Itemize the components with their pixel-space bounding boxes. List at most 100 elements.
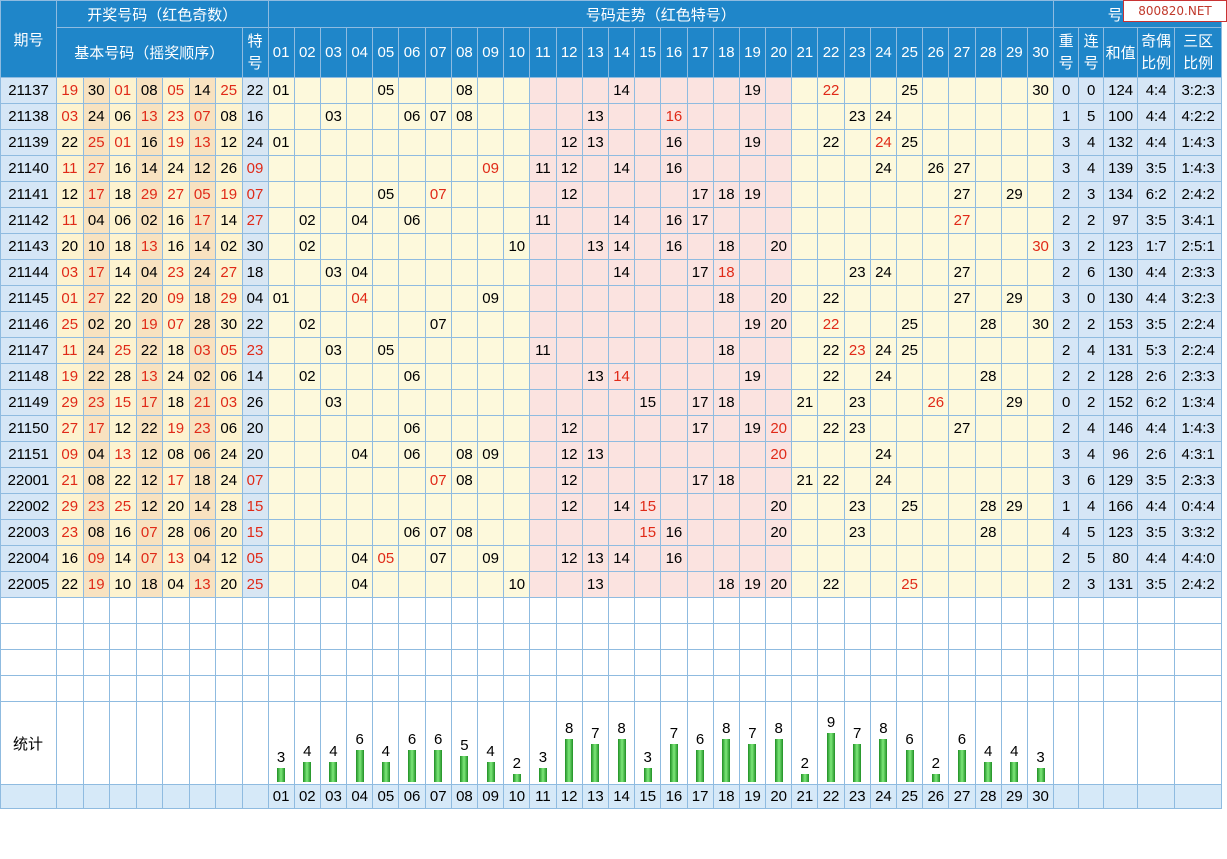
issue-cell: 21139 [0,129,57,156]
blank-cell [765,649,793,676]
trend-cell [581,467,609,494]
basic-number-cell: 29 [56,493,84,520]
trend-cell [503,519,531,546]
trend-col-header: 06 [398,27,426,78]
odd-even-header-line-2: 比例 [1141,54,1172,72]
sum-cell: 152 [1103,389,1139,416]
blank-cell [791,675,819,702]
trend-cell [319,415,348,442]
repeat-cell: 4 [1053,519,1080,546]
basic-number-cell: 06 [109,207,137,234]
blank-cell [56,597,84,624]
x-tick-label: 08 [450,784,479,809]
blank-cell [319,649,348,676]
blank-cell [791,623,819,650]
trend-cell [660,259,688,286]
basic-number-cell: 20 [109,311,137,338]
x-tick-label: 16 [660,784,688,809]
trend-cell [765,259,793,286]
trend-cell: 27 [948,259,976,286]
trend-cell [529,571,557,598]
trend-cell [503,77,531,104]
trend-cell [686,337,714,364]
three-zone-cell: 2:4:2 [1174,571,1223,598]
trend-cell [634,441,662,468]
trend-cell [555,285,583,312]
trend-cell [974,103,1002,130]
trend-cell: 17 [686,467,714,494]
trend-cell [948,545,976,572]
trend-cell: 16 [660,103,688,130]
blank-cell [1000,597,1028,624]
special-number-cell: 20 [241,415,269,442]
basic-number-cell: 01 [56,285,84,312]
table-row: 21145 01 27 22 20 09 18 29 04 01 04 09 18 20 22 27 29 3 0 1… [0,285,1223,312]
blank-cell [1078,597,1105,624]
x-tick-label: 23 [843,784,871,809]
bar [355,750,364,782]
trend-col-header: 02 [293,27,321,78]
trend-cell [581,311,609,338]
basic-number-cell: 13 [188,129,216,156]
trend-cell: 05 [372,545,400,572]
blank-cell [1078,701,1105,785]
trend-cell: 30 [1026,77,1055,104]
trend-cell [424,207,452,234]
blank-cell [109,623,137,650]
trend-cell: 04 [346,545,374,572]
basic-number-cell: 08 [135,77,163,104]
trend-cell [503,389,531,416]
blank-cell [135,675,163,702]
trend-cell: 09 [476,285,505,312]
blank-cell [738,649,767,676]
trend-cell [398,571,426,598]
trend-cell [974,259,1002,286]
trend-cell [1026,467,1055,494]
trend-cell [738,259,767,286]
trend-col-header: 21 [791,27,819,78]
trend-cell [581,77,609,104]
trend-cell [424,129,452,156]
bar-wrap: 7 [740,703,764,784]
bar-value-label: 6 [355,731,364,748]
trend-cell [843,311,871,338]
basic-number-cell: 05 [188,181,216,208]
x-tick-label: 19 [738,784,767,809]
stat-bar-cell: 8 [869,701,898,785]
trend-cell: 19 [738,129,767,156]
trend-col-header: 18 [712,27,740,78]
blank-cell [843,623,871,650]
trend-cell [948,337,976,364]
trend-cell [974,233,1002,260]
trend-cell [450,571,479,598]
trend-cell [869,285,898,312]
blank-cell [215,649,243,676]
blank-cell [346,675,374,702]
issue-cell: 22005 [0,571,57,598]
trend-col-header: 27 [948,27,976,78]
basic-number-cell: 03 [56,103,84,130]
trend-cell [738,337,767,364]
basic-number-cell: 12 [188,155,216,182]
blank-cell [1103,675,1139,702]
trend-cell: 17 [686,207,714,234]
three-zone-cell: 3:2:3 [1174,285,1223,312]
table-row: 21151 09 04 13 12 08 06 24 20 04 06 08 09 12 13 20 24 3 4 9… [0,441,1223,468]
trend-cell [869,77,898,104]
trend-cell [922,441,950,468]
sum-cell: 130 [1103,285,1139,312]
trend-cell [817,103,845,130]
trend-cell [895,259,924,286]
blank-row [0,597,1223,624]
issue-cell: 21137 [0,77,57,104]
trend-cell: 13 [581,545,609,572]
consecutive-cell: 4 [1078,415,1105,442]
basic-number-cell: 13 [135,363,163,390]
trend-cell: 27 [948,285,976,312]
basic-number-cell: 08 [82,519,110,546]
trend-cell [869,545,898,572]
bar-value-label: 7 [591,725,600,742]
basic-number-cell: 30 [82,77,110,104]
blank-row [0,675,1223,702]
blank-cell [948,597,976,624]
